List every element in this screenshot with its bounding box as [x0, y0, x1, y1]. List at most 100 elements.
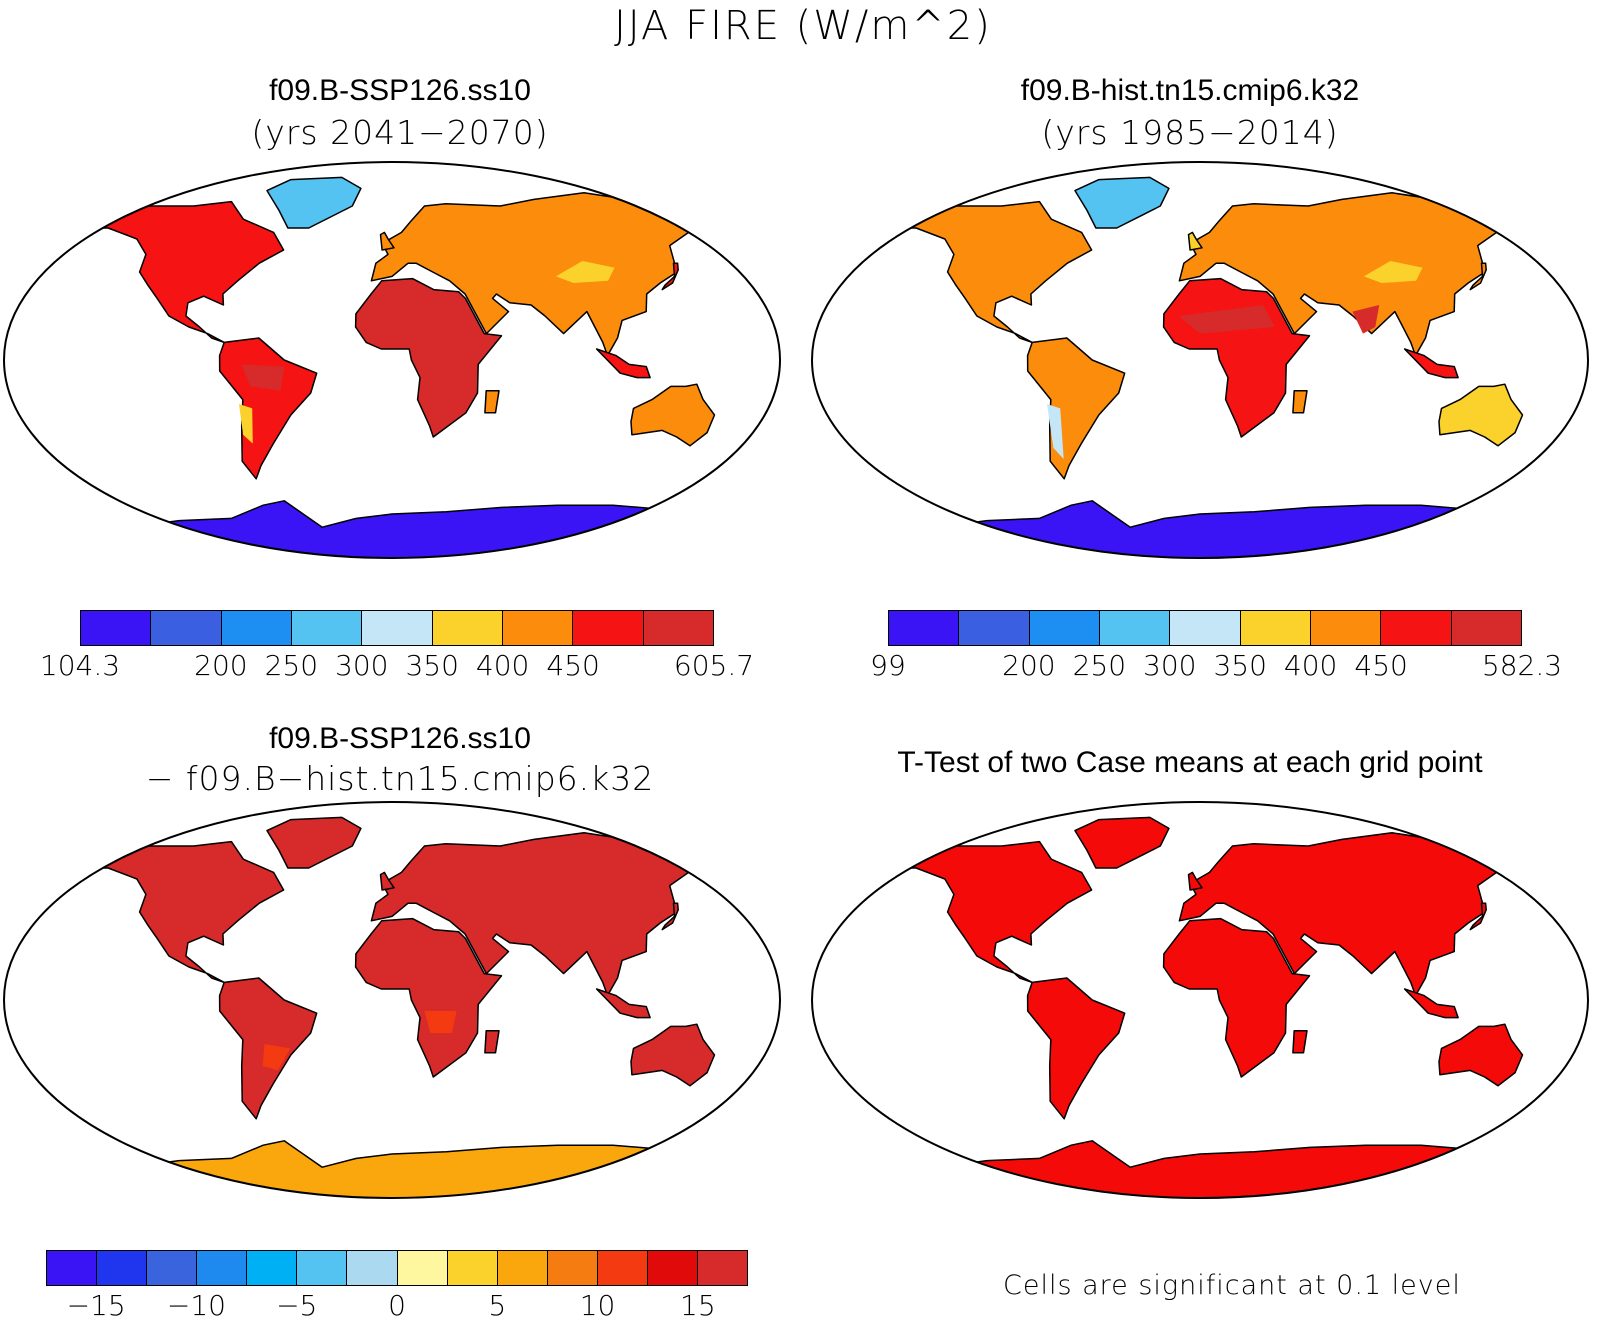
colorbar-tick-label: 5 [488, 1289, 507, 1322]
colorbar-swatch [1029, 611, 1100, 645]
landmass-uk [1187, 871, 1203, 891]
colorbar-tick-label: 350 [1213, 649, 1267, 682]
colorbar-hist [888, 610, 1522, 646]
map-hist [811, 161, 1589, 559]
landmass-uk [379, 231, 395, 251]
landmass-namerica [886, 840, 1093, 984]
landmass-uk [1187, 231, 1203, 251]
colorbar-swatch [1381, 611, 1452, 645]
colorbar-tick-label: 300 [335, 649, 389, 682]
field-region-sahara-core [370, 305, 467, 334]
colorbar-swatch [547, 1251, 598, 1285]
colorbar-swatch [81, 611, 152, 645]
landmass-samerica [1026, 977, 1126, 1120]
colorbar-tick-label: −15 [66, 1289, 126, 1322]
landmass-australia [1438, 1023, 1524, 1087]
landmass-japan [661, 262, 679, 291]
colorbar-tick-label: 582.3 [1481, 649, 1563, 682]
colorbar-tick-label: 250 [264, 649, 319, 682]
colorbar-tick-label: 104.3 [39, 649, 121, 682]
colorbar-swatch [698, 1251, 748, 1285]
colorbar-swatch [97, 1251, 148, 1285]
colorbar-swatch [347, 1251, 398, 1285]
landmass-indonesia [1403, 988, 1459, 1019]
colorbar-swatch [397, 1251, 448, 1285]
map-border [3, 801, 781, 1199]
landmass-greenland [266, 816, 362, 869]
colorbar-tick-label: 450 [546, 649, 600, 682]
colorbar-tick-label: 15 [680, 1289, 716, 1322]
landmass-greenland [266, 176, 362, 229]
field-region-india [1352, 305, 1380, 334]
landmass-australia [1438, 383, 1524, 447]
colorbar-swatch [502, 611, 574, 645]
colorbar-hist-ticks: 99 200 250 300 350 400 450 582.3 [870, 649, 1562, 684]
colorbar-tick-label: 99 [870, 649, 906, 682]
landmass-eurasia [1178, 832, 1533, 997]
field-region-sahara-core [1178, 305, 1275, 334]
landmass-namerica [78, 840, 285, 984]
landmass-australia [630, 383, 716, 447]
panel-diff-title: f09.B-SSP126.ss10 [269, 722, 531, 755]
colorbar-diff-ticks: −15 −10 −5 0 5 10 15 [46, 1290, 748, 1324]
colorbar-swatch [647, 1251, 699, 1285]
landmass-greenland [1074, 176, 1170, 229]
landmass-namerica [78, 200, 285, 344]
landmass-antarctica [885, 1140, 1515, 1198]
panel-ttest-title: T-Test of two Case means at each grid po… [897, 746, 1483, 779]
figure-title: JJA FIRE (W/m^2) [614, 3, 992, 49]
field-region-eurasia-desert [555, 261, 615, 283]
landmass-namerica [886, 200, 1093, 344]
map-ssp126 [3, 161, 781, 559]
landmass-samerica [1026, 337, 1126, 480]
colorbar-tick-label: −10 [166, 1289, 226, 1322]
colorbar-swatch [297, 1251, 348, 1285]
panel-ssp126-subtitle: (yrs 2041−2070) [251, 113, 549, 152]
colorbar-tick-label: 400 [1283, 649, 1338, 682]
landmass-uk [379, 871, 395, 891]
landmass-antarctica [885, 500, 1515, 558]
landmass-samerica [218, 337, 318, 480]
colorbar-swatch [432, 611, 503, 645]
colorbar-tick-label: 200 [1002, 649, 1056, 682]
panel-hist-subtitle: (yrs 1985−2014) [1041, 113, 1339, 152]
panel-hist-title: f09.B-hist.tn15.cmip6.k32 [1020, 74, 1360, 107]
colorbar-swatch [1310, 611, 1382, 645]
colorbar-tick-label: 300 [1143, 649, 1197, 682]
colorbar-diff [46, 1250, 748, 1286]
colorbar-tick-label: 200 [194, 649, 248, 682]
field-region-andes [1047, 404, 1064, 459]
colorbar-swatch [47, 1251, 98, 1285]
landmass-indonesia [1403, 348, 1459, 379]
colorbar-swatch [197, 1251, 248, 1285]
map-ttest [811, 801, 1589, 1199]
colorbar-swatch [362, 611, 433, 645]
landmass-japan [661, 902, 679, 931]
landmass-eurasia [1178, 192, 1533, 357]
colorbar-swatch [497, 1251, 548, 1285]
landmass-madagascar [484, 390, 500, 414]
panel-diff-subtitle: − f09.B−hist.tn15.cmip6.k32 [145, 759, 655, 798]
landmass-madagascar [1292, 390, 1308, 414]
field-region-africa-mix [424, 1011, 457, 1033]
landmass-africa [1162, 917, 1311, 1078]
landmass-indonesia [595, 348, 651, 379]
colorbar-tick-label: 450 [1354, 649, 1408, 682]
colorbar-swatch [151, 611, 222, 645]
colorbar-tick-label: 605.7 [673, 649, 755, 682]
landmass-madagascar [484, 1030, 500, 1054]
panel-ssp126-title: f09.B-SSP126.ss10 [269, 74, 531, 107]
colorbar-swatch [221, 611, 292, 645]
colorbar-tick-label: 400 [475, 649, 530, 682]
colorbar-swatch [889, 611, 960, 645]
colorbar-swatch [597, 1251, 648, 1285]
landmass-antarctica [77, 1140, 707, 1198]
map-border [3, 161, 781, 559]
map-border [811, 801, 1589, 1199]
landmass-eurasia [370, 192, 725, 357]
landmass-japan [1469, 902, 1487, 931]
landmass-japan [1469, 262, 1487, 291]
landmass-africa [354, 917, 503, 1078]
significance-note: Cells are significant at 0.1 level [1003, 1270, 1461, 1301]
colorbar-tick-label: 0 [388, 1289, 406, 1322]
